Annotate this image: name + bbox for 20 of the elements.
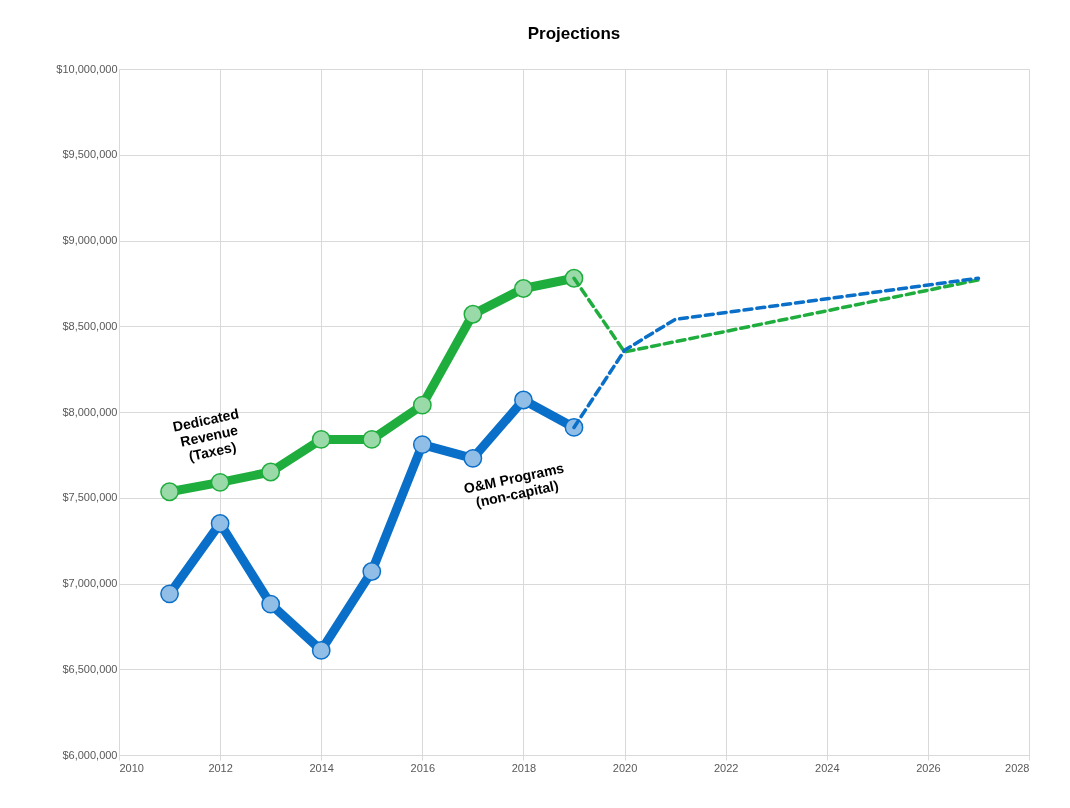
- y-tick-label: $7,500,000: [62, 491, 118, 504]
- y-tick-label: $10,000,000: [56, 62, 118, 75]
- x-tick-label: 2018: [511, 761, 537, 774]
- x-tick-label: 2022: [713, 761, 739, 774]
- x-tick-label: 2028: [1005, 761, 1030, 774]
- x-tick-label: 2014: [309, 761, 334, 774]
- y-tick-label: $6,000,000: [62, 748, 118, 761]
- y-tick-label: $7,000,000: [62, 577, 118, 589]
- y-tick-label: $6,500,000: [62, 662, 118, 675]
- x-tick-label: 2010: [119, 761, 144, 774]
- y-tick-label: $9,500,000: [62, 148, 118, 161]
- x-tick-label: 2020: [612, 761, 638, 774]
- x-tick-label: 2012: [208, 761, 233, 774]
- x-tick-label: 2016: [410, 761, 436, 774]
- chart-title: Projections: [527, 24, 621, 43]
- y-tick-label: $8,500,000: [62, 319, 118, 332]
- y-tick-label: $8,000,000: [62, 405, 118, 418]
- y-tick-label: $9,000,000: [62, 234, 118, 246]
- x-tick-label: 2026: [916, 761, 941, 774]
- x-tick-label: 2024: [815, 761, 840, 774]
